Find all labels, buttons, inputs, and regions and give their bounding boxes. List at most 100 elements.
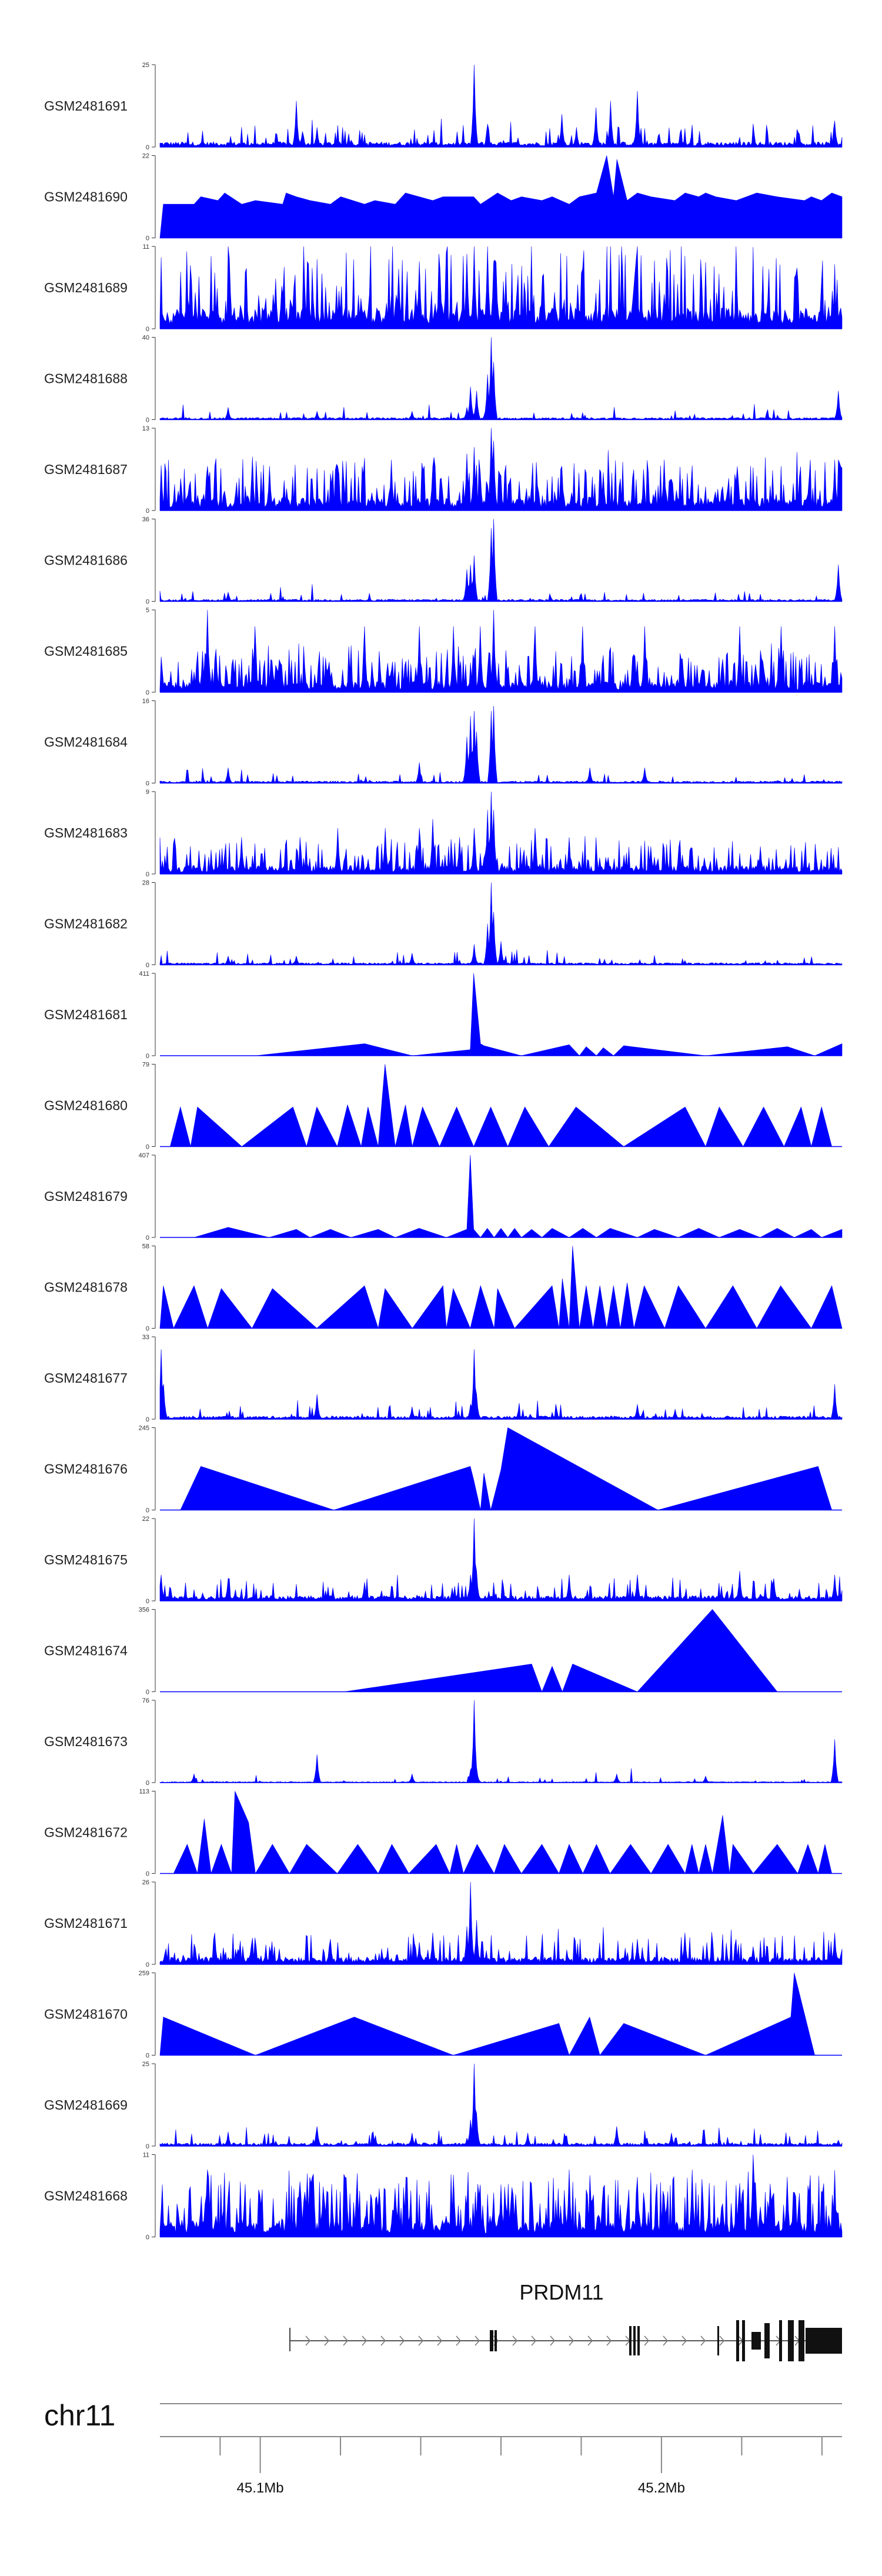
track-label: GSM2481687 <box>44 462 128 477</box>
coverage-area <box>170 1064 832 1147</box>
strand-arrow <box>700 2335 706 2346</box>
strand-arrow <box>437 2335 443 2346</box>
axis-tick-label: 45.1Mb <box>237 2480 284 2496</box>
coverage-area <box>159 1700 843 1783</box>
y-min-label: 0 <box>146 326 149 333</box>
track-GSM2481679: GSM2481679 407 0 <box>44 1152 843 1242</box>
y-max-label: 25 <box>142 2061 149 2068</box>
track-label: GSM2481668 <box>44 2188 128 2204</box>
coverage-area <box>159 882 843 965</box>
track-label: GSM2481691 <box>44 98 128 114</box>
coverage-area <box>193 1154 843 1238</box>
coverage-area <box>159 2154 843 2237</box>
track-label: GSM2481674 <box>44 1643 128 1659</box>
exon-block <box>742 2320 745 2361</box>
coverage-area <box>159 1881 843 1965</box>
y-min-label: 0 <box>146 1780 149 1787</box>
strand-arrow <box>606 2335 612 2346</box>
y-min-label: 0 <box>146 1689 149 1696</box>
track-GSM2481673: GSM2481673 76 0 <box>44 1697 843 1787</box>
strand-arrow <box>380 2335 386 2346</box>
y-max-label: 79 <box>142 1062 149 1069</box>
exon-block <box>788 2320 794 2361</box>
coverage-area <box>173 1791 832 1874</box>
strand-arrow <box>475 2335 480 2346</box>
y-max-label: 16 <box>142 698 149 705</box>
y-min-label: 0 <box>146 1598 149 1605</box>
coverage-area <box>180 1427 833 1510</box>
y-min-label: 0 <box>146 1326 149 1333</box>
y-min-label: 0 <box>146 2143 149 2150</box>
coverage-area <box>159 246 843 329</box>
track-GSM2481678: GSM2481678 58 0 <box>44 1243 843 1333</box>
track-GSM2481688: GSM2481688 40 0 <box>44 335 843 424</box>
y-min-label: 0 <box>146 2234 149 2241</box>
coverage-tracks: GSM2481691250GSM2481690220GSM2481689110G… <box>44 62 843 2241</box>
exon-block <box>629 2326 632 2355</box>
strand-arrow <box>418 2335 424 2346</box>
exon-block <box>717 2326 719 2355</box>
strand-arrow <box>587 2335 593 2346</box>
exon-block <box>806 2328 842 2354</box>
exon-block <box>779 2320 782 2361</box>
track-label: GSM2481671 <box>44 1916 128 1931</box>
y-max-label: 5 <box>146 607 149 614</box>
coverage-area <box>159 337 843 420</box>
y-max-label: 25 <box>142 62 149 69</box>
track-GSM2481668: GSM2481668 11 0 <box>44 2152 843 2241</box>
strand-arrow <box>681 2335 687 2346</box>
y-max-label: 11 <box>143 243 149 251</box>
coverage-area <box>159 1349 843 1420</box>
track-label: GSM2481688 <box>44 371 128 386</box>
track-GSM2481683: GSM2481683 9 0 <box>44 789 843 878</box>
y-max-label: 40 <box>142 335 149 342</box>
strand-arrow <box>512 2335 518 2346</box>
track-GSM2481689: GSM2481689 11 0 <box>44 243 843 333</box>
track-GSM2481676: GSM2481676 245 0 <box>44 1425 842 1514</box>
coverage-area <box>159 2063 843 2147</box>
track-label: GSM2481677 <box>44 1370 128 1386</box>
track-GSM2481669: GSM2481669 25 0 <box>44 2061 843 2150</box>
track-label: GSM2481672 <box>44 1825 128 1840</box>
y-max-label: 22 <box>142 1516 149 1523</box>
y-min-label: 0 <box>146 871 149 878</box>
coverage-area <box>159 519 843 602</box>
track-GSM2481690: GSM2481690 22 0 <box>44 153 843 242</box>
track-label: GSM2481680 <box>44 1098 128 1113</box>
strand-arrow <box>399 2335 405 2346</box>
coverage-area <box>159 1518 843 1601</box>
track-label: GSM2481683 <box>44 825 128 840</box>
track-label: GSM2481681 <box>44 1007 128 1022</box>
track-GSM2481681: GSM2481681 411 0 <box>44 970 843 1060</box>
strand-arrow <box>569 2335 574 2346</box>
coverage-area <box>344 1609 778 1693</box>
y-min-label: 0 <box>146 1416 149 1423</box>
y-min-label: 0 <box>146 599 149 606</box>
chromosome-axis: chr11 45.1Mb 45.2Mb <box>44 2399 842 2496</box>
exon-block <box>637 2326 640 2355</box>
y-min-label: 0 <box>146 1234 149 1242</box>
exon-block <box>751 2332 761 2350</box>
track-GSM2481680: GSM2481680 79 0 <box>44 1062 842 1151</box>
y-min-label: 0 <box>146 1507 149 1514</box>
y-max-label: 411 <box>139 970 149 977</box>
coverage-area <box>159 1246 843 1329</box>
y-min-label: 0 <box>146 1961 149 1968</box>
strand-arrow <box>663 2335 669 2346</box>
coverage-area <box>159 791 843 875</box>
track-label: GSM2481675 <box>44 1552 128 1567</box>
y-max-label: 28 <box>142 880 149 887</box>
track-label: GSM2481685 <box>44 643 128 659</box>
coverage-area <box>159 706 843 783</box>
y-max-label: 113 <box>139 1788 149 1796</box>
track-label: GSM2481676 <box>44 1461 128 1477</box>
strand-arrow <box>719 2335 725 2346</box>
y-max-label: 33 <box>142 1334 149 1341</box>
exon-block <box>633 2326 636 2355</box>
track-label: GSM2481684 <box>44 735 128 750</box>
y-min-label: 0 <box>146 1144 149 1151</box>
y-max-label: 22 <box>142 153 149 160</box>
track-GSM2481675: GSM2481675 22 0 <box>44 1516 843 1605</box>
exon-block <box>490 2330 493 2351</box>
